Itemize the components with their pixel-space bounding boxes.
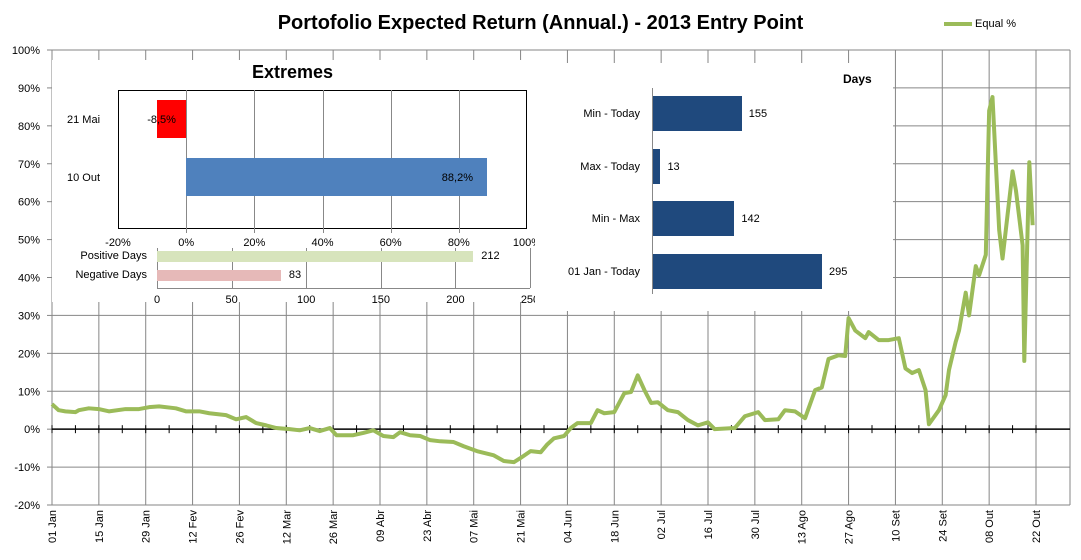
x-tick-label: 12 Fev <box>188 510 200 544</box>
legend: Equal % <box>944 18 1016 30</box>
x-tick-label: 24 Set <box>937 510 949 542</box>
y-tick-label: 20% <box>18 348 40 360</box>
days-bar <box>653 96 742 131</box>
days-sign-gridline <box>231 248 233 288</box>
extremes-x-tick-label: 20% <box>243 237 266 249</box>
extremes-data-label: 88,2% <box>441 172 473 184</box>
x-tick-label: 02 Jul <box>656 510 668 539</box>
x-tick-label: 23 Abr <box>422 510 434 542</box>
y-tick-label: 50% <box>18 235 40 247</box>
days-category-label: Min - Max <box>591 213 640 225</box>
days-category-label: Max - Today <box>580 160 640 173</box>
days-sign-category-label: Negative Days <box>75 269 147 281</box>
days-bar <box>653 253 822 289</box>
y-tick-label: -10% <box>14 462 40 474</box>
days-sign-x-tick-label: 250 <box>520 294 540 306</box>
x-tick-label: 29 Jan <box>141 510 153 543</box>
days-sign-gridline <box>455 248 457 288</box>
x-tick-label: 04 Jun <box>562 510 574 543</box>
x-tick-label: 12 Mar <box>281 510 293 545</box>
extremes-x-tick-label: 0% <box>178 237 195 249</box>
y-tick-label: 0% <box>24 424 40 436</box>
days-sign-gridline <box>380 248 382 288</box>
days-sign-gridline <box>530 248 531 288</box>
extremes-category-label: 10 Out <box>67 172 101 184</box>
legend-swatch <box>944 22 972 26</box>
x-tick-label: 16 Jul <box>703 510 715 539</box>
extremes-x-tick-label: -20% <box>105 237 131 249</box>
days-sign-x-tick-label: 0 <box>153 294 161 306</box>
days-sign-data-label: 83 <box>288 269 302 281</box>
x-tick-label: 10 Set <box>890 510 902 542</box>
x-tick-label: 26 Fev <box>234 510 246 544</box>
days-title: Days <box>843 72 872 86</box>
x-tick-label: 22 Out <box>1031 510 1043 543</box>
x-tick-label: 09 Abr <box>375 510 387 542</box>
x-tick-label: 30 Jul <box>750 510 762 539</box>
y-tick-label: 90% <box>18 83 40 95</box>
y-tick-label: 70% <box>18 159 40 171</box>
x-tick-label: 21 Mai <box>516 510 528 543</box>
extremes-x-tick-label: 60% <box>379 237 402 249</box>
x-tick-label: 15 Jan <box>94 510 106 543</box>
extremes-panel: Extremes -20% 0% 20% 40% 60% 80% 100% 21 Mai -8,… <box>52 60 542 306</box>
chart-title: Portofolio Expected Return (Annual.) - 2… <box>277 12 804 34</box>
days-sign-x-tick-label: 50 <box>225 294 238 306</box>
extremes-x-tick-label: 100% <box>512 237 542 249</box>
x-tick-label: 27 Ago <box>844 510 856 544</box>
y-tick-label: 30% <box>18 310 40 322</box>
y-tick-label: 100% <box>12 45 40 57</box>
y-tick-label: 60% <box>18 197 40 209</box>
x-tick-label: 08 Out <box>984 510 996 543</box>
days-sign-x-tick-label: 150 <box>371 294 390 306</box>
days-sign-gridline <box>306 248 308 288</box>
days-sign-x-axis <box>157 288 530 289</box>
y-tick-label: 10% <box>18 386 40 398</box>
extremes-data-label: -8,5% <box>147 114 176 126</box>
legend-label: Equal % <box>975 18 1016 30</box>
days-bar <box>653 148 661 184</box>
x-tick-label: 26 Mar <box>328 510 340 545</box>
extremes-category-label: 21 Mai <box>67 114 101 126</box>
extremes-x-tick-label: 80% <box>447 237 470 249</box>
y-tick-label: 80% <box>18 121 40 133</box>
series-line-equal <box>50 95 1035 465</box>
extremes-x-tick-label: 40% <box>311 237 334 249</box>
y-tick-label: 40% <box>18 273 40 285</box>
days-sign-bar <box>157 251 474 262</box>
days-sign-gridline <box>157 248 158 288</box>
days-sign-data-label: 212 <box>481 250 500 262</box>
days-sign-bar <box>157 270 281 281</box>
days-data-label: 142 <box>741 213 760 225</box>
days-sign-category-label: Positive Days <box>80 250 147 262</box>
days-data-label: 295 <box>829 265 848 278</box>
extremes-title: Extremes <box>252 62 334 82</box>
x-tick-label: 07 Mai <box>469 510 481 543</box>
days-sign-x-tick-label: 100 <box>297 294 316 306</box>
x-tick-label: 13 Ago <box>797 510 809 544</box>
days-y-axis <box>652 88 653 294</box>
days-data-label: 13 <box>667 160 680 173</box>
days-data-label: 155 <box>748 108 768 120</box>
x-tick-label: 18 Jun <box>609 510 621 543</box>
x-tick-label: 01 Jan <box>47 510 59 543</box>
days-category-label: Min - Today <box>583 108 640 120</box>
days-category-label: 01 Jan - Today <box>568 265 640 278</box>
extremes-bar <box>157 100 187 138</box>
days-bar <box>653 201 735 236</box>
days-sign-x-tick-label: 200 <box>446 294 465 306</box>
days-panel: Days Min - Today 155 Max - Today 13 Min - Ma… <box>535 63 893 311</box>
extremes-bar <box>186 158 487 196</box>
y-tick-label: -20% <box>14 500 40 512</box>
